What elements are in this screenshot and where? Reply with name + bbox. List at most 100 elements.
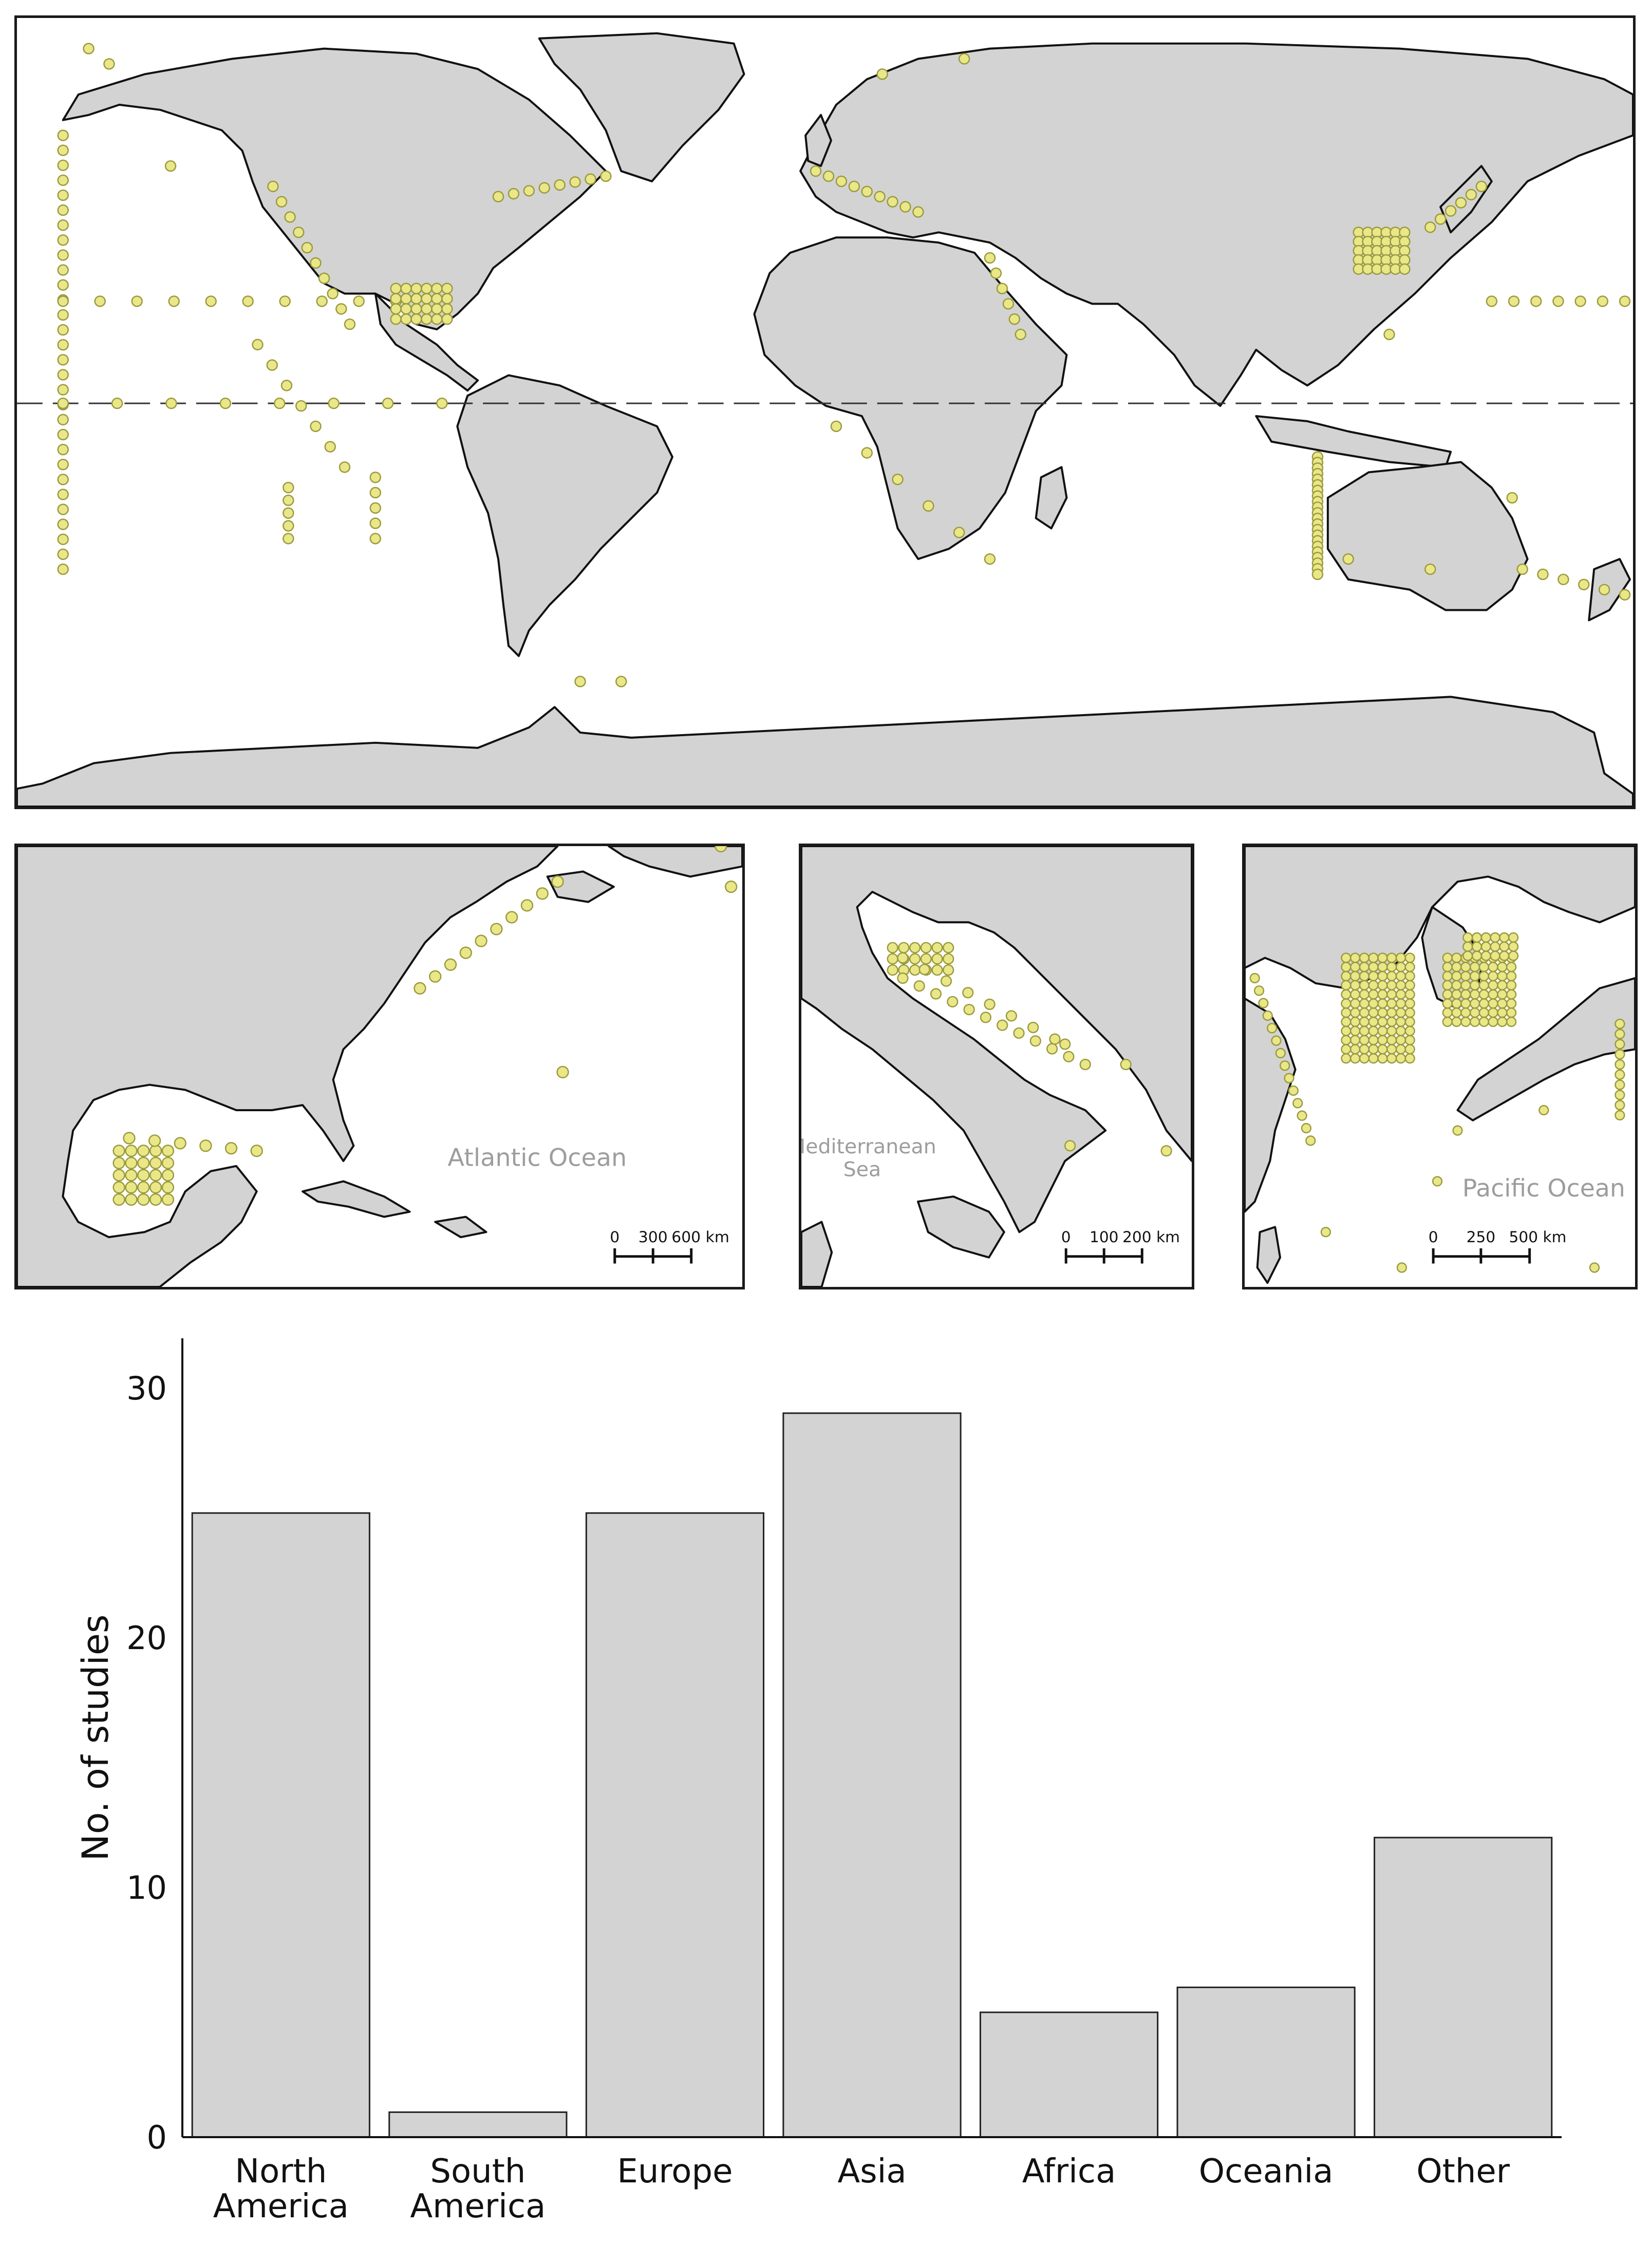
study-point [1506,962,1517,973]
study-point [1469,998,1480,1009]
study-point [1619,295,1631,307]
study-point [1395,1016,1406,1027]
study-point [295,400,307,412]
study-point [1442,970,1453,982]
study-point [1471,932,1482,943]
study-point [1451,1016,1462,1027]
study-point [57,264,69,276]
study-point [1396,1262,1407,1273]
study-point [1469,1007,1480,1018]
study-point [1404,1044,1415,1055]
study-point [57,309,69,321]
study-point [1005,1010,1018,1022]
study-point [174,1137,186,1150]
study-point [1395,1035,1406,1045]
landmass-east-asia [1245,846,1635,1213]
study-point [57,295,69,307]
study-point [1488,962,1498,973]
study-point [990,267,1002,279]
bar [191,1512,370,2138]
study-point [57,563,69,575]
study-point [923,500,934,512]
study-point [520,899,534,912]
study-point [459,946,472,959]
study-point [724,880,738,893]
landmass-sicily [917,1195,1005,1259]
study-point [1377,989,1388,1000]
study-point [441,293,453,305]
study-point [57,548,69,560]
study-point [538,182,550,194]
study-point [1424,563,1436,575]
study-point [310,257,322,269]
study-point [1460,1007,1471,1018]
study-point [1506,1016,1517,1027]
study-point [111,397,123,409]
study-point [1377,1044,1388,1055]
study-point [1451,989,1462,1000]
study-point [1462,941,1473,952]
study-point [574,676,586,687]
study-point [1530,295,1542,307]
study-point [161,1144,175,1157]
chart-axes [181,1338,1562,2138]
study-point [1578,578,1590,590]
study-point [1386,1035,1397,1045]
study-point [1386,1007,1397,1018]
study-point [943,964,954,976]
landmass-antarctica [17,696,1633,807]
study-point [1341,1025,1351,1036]
study-point [1064,1140,1076,1152]
study-point [1478,1007,1489,1018]
study-point [1013,1027,1025,1039]
study-point [887,964,898,976]
study-point [1619,589,1631,601]
study-point [1480,941,1491,952]
landmass-south-america [456,374,673,657]
study-point [1469,1016,1480,1027]
study-point [1311,568,1324,581]
x-tick-label: Other [1416,2153,1510,2191]
study-point [920,942,932,953]
study-point [909,964,921,976]
study-point [1497,970,1508,982]
study-point [1284,1073,1294,1083]
study-point [1377,1035,1388,1045]
study-point [1359,952,1370,963]
study-point [1444,205,1457,217]
study-point [1460,989,1471,1000]
study-point [1297,1110,1307,1121]
study-point [1341,952,1351,963]
study-point [822,170,835,182]
world-study-points [57,43,1631,687]
study-point [280,380,293,391]
study-point [556,1065,569,1078]
study-point [1341,1007,1351,1018]
study-point [1460,970,1471,982]
study-point [1508,941,1519,952]
study-point [112,1181,125,1194]
study-point [382,397,394,409]
study-point [1377,1016,1388,1027]
study-point [1499,941,1510,952]
study-point [1359,1053,1370,1064]
bar [979,2011,1159,2138]
study-point [1305,1135,1316,1146]
study-point [1615,1039,1625,1050]
landmass-britain [804,114,832,167]
mediterranean-study-points [887,942,1172,1157]
study-point [1469,989,1480,1000]
study-point [835,175,848,188]
study-point [400,293,412,305]
study-point [996,283,1008,294]
study-point [199,1139,212,1152]
study-point [1615,1079,1625,1090]
bar [388,2111,568,2138]
study-point [137,1156,150,1169]
landmass-north-america [17,846,559,1287]
scale-tick-label: 250 [1467,1228,1496,1246]
landmass-hispaniola [434,1215,487,1239]
x-tick-label: America [213,2187,349,2226]
landmass-europe [801,846,1192,1233]
study-point [57,339,69,351]
